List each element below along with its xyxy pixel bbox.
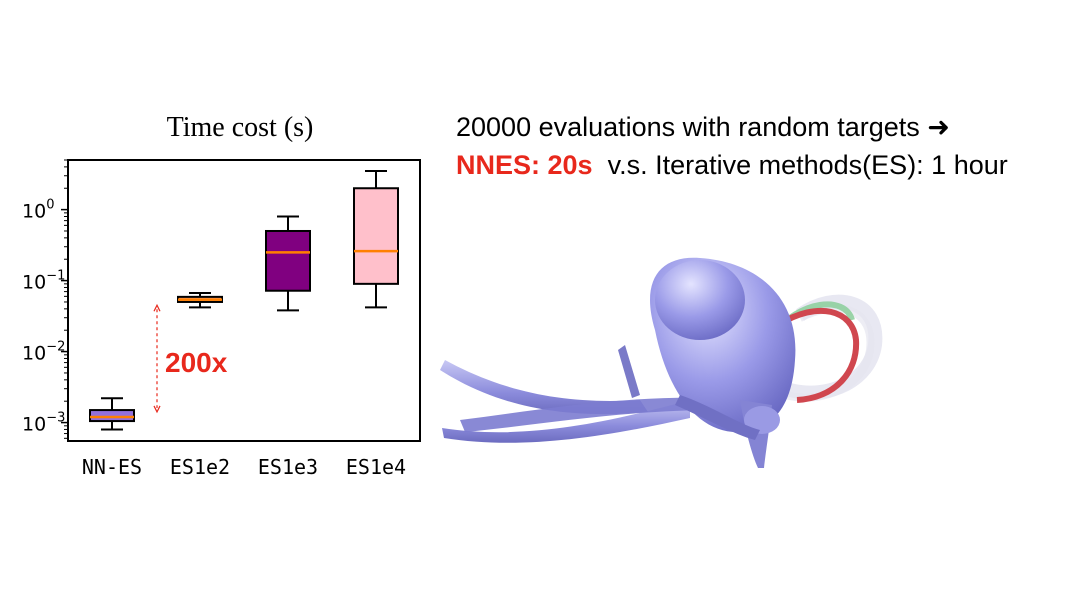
soft-robot-illustration xyxy=(440,257,883,468)
iterative-time-text: v.s. Iterative methods(ES): 1 hour xyxy=(607,150,1008,180)
speedup-arrow-head-top xyxy=(153,303,161,312)
chart-title: Time cost (s) xyxy=(166,112,314,143)
y-tick-label: 100 xyxy=(22,198,54,223)
x-category-label: ES1e2 xyxy=(170,455,230,479)
y-tick-label: 10−3 xyxy=(22,411,65,436)
evaluations-caption: 20000 evaluations with random targets ➜ xyxy=(456,112,950,142)
box-es1e3 xyxy=(265,229,311,292)
speedup-arrow-head-bottom xyxy=(153,405,161,414)
x-category-label: ES1e3 xyxy=(258,455,318,479)
y-tick-label: 10−1 xyxy=(22,269,65,294)
comparison-caption: NNES: 20s v.s. Iterative methods(ES): 1 … xyxy=(456,150,1008,181)
plot-frame xyxy=(67,159,421,442)
nnes-time-highlight: NNES: 20s xyxy=(456,150,593,180)
speedup-label: 200x xyxy=(165,347,228,378)
x-category-label: NN-ES xyxy=(82,455,142,479)
x-category-label: ES1e4 xyxy=(346,455,406,479)
box-nn-es xyxy=(89,409,135,423)
box-es1e4 xyxy=(353,187,399,285)
y-tick-label: 10−2 xyxy=(22,340,65,365)
